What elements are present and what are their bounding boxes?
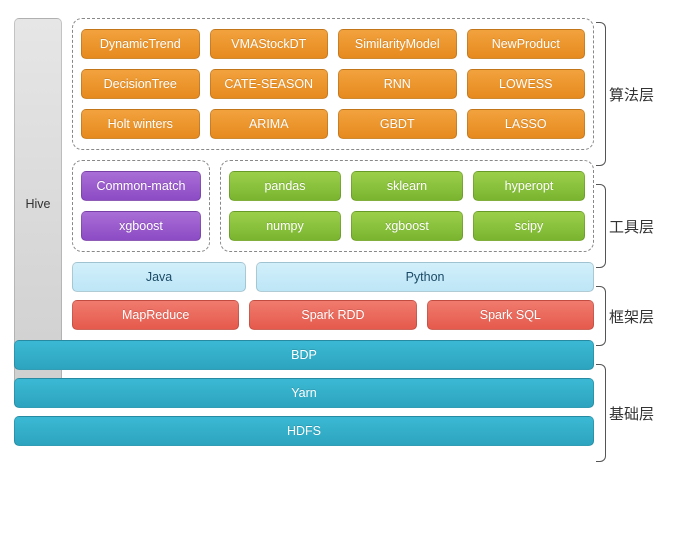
base-label: Yarn [291, 386, 316, 400]
spark-cell: Spark SQL [427, 300, 594, 330]
tool-left-group: Common-match xgboost [72, 160, 210, 252]
algo-cell: VMAStockDT [210, 29, 329, 59]
algorithm-grid: DynamicTrend VMAStockDT SimilarityModel … [81, 29, 585, 139]
java-label: Java [146, 270, 172, 284]
brace-icon [596, 184, 606, 268]
spark-label: Spark RDD [301, 308, 364, 322]
base-label: BDP [291, 348, 317, 362]
algo-label: SimilarityModel [355, 37, 440, 51]
tool-cell: xgboost [351, 211, 463, 241]
algo-cell: DecisionTree [81, 69, 200, 99]
algo-label: VMAStockDT [231, 37, 306, 51]
algo-cell: DynamicTrend [81, 29, 200, 59]
tool-label: xgboost [385, 219, 429, 233]
layer-label-text: 工具层 [609, 216, 654, 237]
algo-cell: GBDT [338, 109, 457, 139]
algorithm-layer-group: DynamicTrend VMAStockDT SimilarityModel … [72, 18, 594, 150]
framework-layer-group: Java Python MapReduce Spark RDD Spark SQ… [72, 262, 594, 330]
tool-cell: sklearn [351, 171, 463, 201]
brace-icon [596, 286, 606, 346]
algo-cell: RNN [338, 69, 457, 99]
tool-layer-group: Common-match xgboost pandas sklearn hype… [72, 160, 594, 252]
algo-label: RNN [384, 77, 411, 91]
spark-label: Spark SQL [480, 308, 541, 322]
tool-cell: scipy [473, 211, 585, 241]
tool-label: xgboost [119, 219, 163, 233]
layer-label-text: 算法层 [609, 84, 654, 105]
algo-label: NewProduct [492, 37, 560, 51]
frame-layer-label: 框架层 [604, 282, 659, 350]
algo-cell: ARIMA [210, 109, 329, 139]
spark-row: MapReduce Spark RDD Spark SQL [72, 300, 594, 330]
algo-layer-label: 算法层 [604, 18, 659, 170]
hive-box: Hive [14, 18, 62, 390]
java-cell: Java [72, 262, 246, 292]
center-column: DynamicTrend VMAStockDT SimilarityModel … [72, 18, 594, 518]
tool-label: scipy [515, 219, 543, 233]
algo-cell: CATE-SEASON [210, 69, 329, 99]
base-cell: Yarn [14, 378, 594, 408]
algo-label: DecisionTree [104, 77, 177, 91]
algo-label: LASSO [505, 117, 547, 131]
tool-label: sklearn [387, 179, 427, 193]
algo-label: DynamicTrend [100, 37, 181, 51]
tool-label: Common-match [97, 179, 186, 193]
layer-label-text: 基础层 [609, 403, 654, 424]
algo-label: GBDT [380, 117, 415, 131]
hive-label: Hive [25, 197, 50, 211]
algo-label: CATE-SEASON [224, 77, 313, 91]
base-cell: HDFS [14, 416, 594, 446]
tool-cell: xgboost [81, 211, 201, 241]
tool-cell: Common-match [81, 171, 201, 201]
tool-label: hyperopt [505, 179, 554, 193]
tool-cell: hyperopt [473, 171, 585, 201]
base-layer-label: 基础层 [604, 360, 659, 466]
tool-cell: numpy [229, 211, 341, 241]
tool-label: numpy [266, 219, 304, 233]
base-cell: BDP [14, 340, 594, 370]
algo-label: LOWESS [499, 77, 553, 91]
brace-icon [596, 22, 606, 166]
base-layer-group: BDP Yarn HDFS [14, 340, 594, 446]
python-label: Python [406, 270, 445, 284]
right-labels: 算法层 工具层 框架层 基础层 [604, 18, 659, 518]
language-row: Java Python [72, 262, 594, 292]
spark-cell: Spark RDD [249, 300, 416, 330]
architecture-diagram: Hive DynamicTrend VMAStockDT SimilarityM… [14, 18, 659, 518]
tool-right-group: pandas sklearn hyperopt numpy xgboost sc… [220, 160, 594, 252]
spark-cell: MapReduce [72, 300, 239, 330]
base-label: HDFS [287, 424, 321, 438]
layer-label-text: 框架层 [609, 306, 654, 327]
python-cell: Python [256, 262, 594, 292]
algo-cell: LOWESS [467, 69, 586, 99]
tool-label: pandas [264, 179, 305, 193]
tool-cell: pandas [229, 171, 341, 201]
algo-cell: LASSO [467, 109, 586, 139]
algo-cell: NewProduct [467, 29, 586, 59]
algo-label: ARIMA [249, 117, 289, 131]
brace-icon [596, 364, 606, 462]
algo-label: Holt winters [108, 117, 173, 131]
tool-layer-label: 工具层 [604, 180, 659, 272]
spark-label: MapReduce [122, 308, 189, 322]
algo-cell: SimilarityModel [338, 29, 457, 59]
algo-cell: Holt winters [81, 109, 200, 139]
